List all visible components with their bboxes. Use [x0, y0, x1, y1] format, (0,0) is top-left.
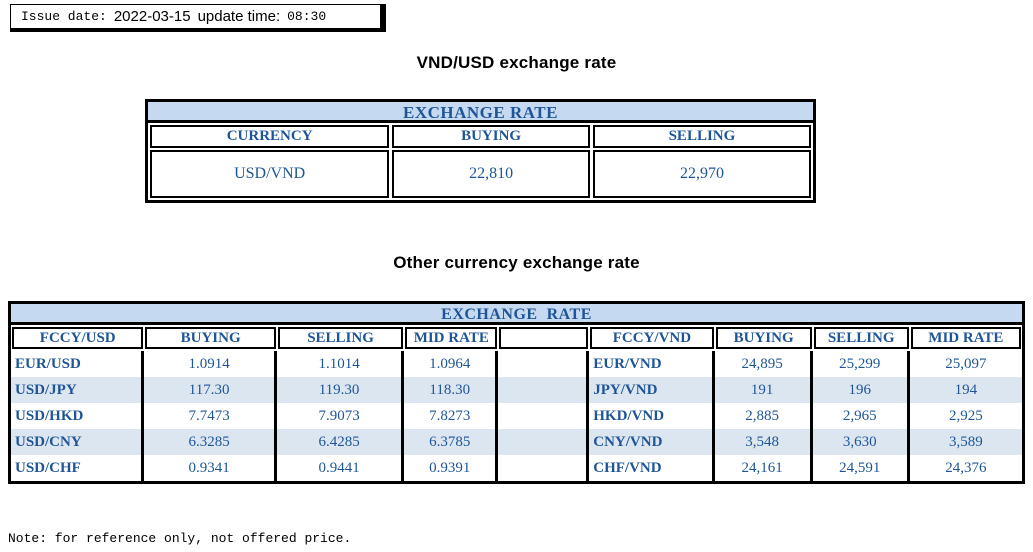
update-time-label: update time: — [197, 8, 281, 25]
buying-cell: 117.30 — [144, 377, 277, 403]
midrate-cell: 2,925 — [948, 408, 983, 424]
buying-cell: 0.9341 — [144, 455, 277, 481]
col-header-midrate-right: MID RATE — [910, 327, 1021, 349]
selling-cell: 119.30 — [276, 377, 405, 403]
usd-vnd-buying-cell: 22,810 — [392, 150, 590, 198]
issue-date-label: Issue date: — [21, 9, 107, 24]
midrate-cell: 6.3785 — [404, 429, 499, 455]
pair-cell: HKD/VND — [589, 403, 715, 429]
pair-cell: USD/CNY — [11, 429, 145, 455]
pair-cell: USD/CHF — [11, 455, 145, 481]
table-row: USD/CNY 6.3285 6.4285 6.3785 CNY/VND 3,5… — [11, 429, 1022, 455]
table-row: USD/VND 22,810 22,970 — [148, 150, 813, 200]
pair-cell: CHF/VND — [589, 455, 715, 481]
selling-cell: 0.9441 — [277, 455, 405, 481]
buying-cell: 3,548 — [714, 429, 813, 455]
update-time-value: 08:30 — [287, 9, 327, 24]
spacer-cell — [498, 429, 590, 455]
buying-cell: 191 — [714, 377, 813, 403]
other-currency-table: EXCHANGE RATE FCCY/USD BUYING SELLING MI… — [8, 301, 1025, 484]
buying-cell: 24,895 — [715, 351, 813, 377]
usd-vnd-table-header-band: EXCHANGE RATE — [148, 102, 813, 123]
midrate-cell: 24,376 — [945, 460, 987, 476]
selling-cell: 3,630 — [812, 429, 910, 455]
usd-vnd-selling-cell: 22,970 — [592, 150, 811, 198]
buying-cell: 7.7473 — [144, 403, 277, 429]
selling-cell: 7.9073 — [277, 403, 405, 429]
spacer-cell — [498, 455, 590, 481]
other-currency-header-row: FCCY/USD BUYING SELLING MID RATE FCCY/VN… — [11, 325, 1022, 351]
other-currency-table-header-band: EXCHANGE RATE — [11, 304, 1022, 325]
col-header-spacer — [499, 327, 589, 349]
col-header-selling-right: SELLING — [813, 327, 909, 349]
pair-cell: USD/JPY — [11, 377, 145, 403]
col-header-fccy-usd: FCCY/USD — [12, 327, 144, 349]
col-header-buying: BUYING — [392, 125, 590, 148]
buying-cell: 6.3285 — [144, 429, 277, 455]
table-row: USD/JPY 117.30 119.30 118.30 JPY/VND 191… — [11, 377, 1022, 403]
buying-cell: 24,161 — [715, 455, 813, 481]
spacer-cell — [498, 351, 590, 377]
section1-title: VND/USD exchange rate — [416, 53, 617, 72]
buying-cell: 2,885 — [715, 403, 813, 429]
col-header-currency: CURRENCY — [150, 125, 390, 148]
section2-title: Other currency exchange rate — [393, 253, 640, 272]
selling-cell: 1.1014 — [277, 351, 405, 377]
issue-date-value: 2022-03-15 — [113, 8, 191, 25]
selling-cell: 24,591 — [813, 455, 910, 481]
usd-vnd-table-header-row: CURRENCY BUYING SELLING — [148, 123, 813, 150]
midrate-cell: 0.9391 — [404, 455, 499, 481]
pair-cell: JPY/VND — [589, 377, 715, 403]
selling-cell: 2,965 — [813, 403, 910, 429]
col-header-buying-left: BUYING — [145, 327, 276, 349]
midrate-cell: 118.30 — [404, 377, 499, 403]
usd-vnd-pair-cell: USD/VND — [150, 150, 390, 198]
midrate-cell: 7.8273 — [404, 403, 499, 429]
usd-vnd-table: EXCHANGE RATE CURRENCY BUYING SELLING US… — [145, 99, 816, 203]
issue-date-box: Issue date: 2022-03-15 update time: 08:3… — [10, 4, 386, 32]
pair-cell: USD/HKD — [11, 403, 145, 429]
spacer-cell — [498, 377, 590, 403]
selling-cell: 196 — [812, 377, 910, 403]
col-header-midrate-left: MID RATE — [405, 327, 498, 349]
buying-cell: 1.0914 — [144, 351, 277, 377]
pair-cell: CNY/VND — [589, 429, 715, 455]
selling-cell: 6.4285 — [276, 429, 405, 455]
col-header-selling: SELLING — [592, 125, 811, 148]
midrate-cell: 3,589 — [909, 429, 1022, 455]
table-row: EUR/USD 1.0914 1.1014 1.0964 EUR/VND 24,… — [11, 351, 1022, 377]
col-header-selling-left: SELLING — [277, 327, 404, 349]
midrate-cell: 194 — [909, 377, 1022, 403]
spacer-cell — [498, 403, 590, 429]
pair-cell: EUR/USD — [11, 351, 145, 377]
col-header-buying-right: BUYING — [715, 327, 812, 349]
pair-cell: EUR/VND — [589, 351, 715, 377]
midrate-cell: 1.0964 — [404, 351, 499, 377]
col-header-fccy-vnd: FCCY/VND — [590, 327, 714, 349]
selling-cell: 25,299 — [813, 351, 910, 377]
footnote: Note: for reference only, not offered pr… — [8, 531, 352, 546]
table-row: USD/HKD 7.7473 7.9073 7.8273 HKD/VND 2,8… — [11, 403, 1022, 429]
table-row: USD/CHF 0.9341 0.9441 0.9391 CHF/VND 24,… — [11, 455, 1022, 481]
midrate-cell: 25,097 — [945, 356, 987, 372]
